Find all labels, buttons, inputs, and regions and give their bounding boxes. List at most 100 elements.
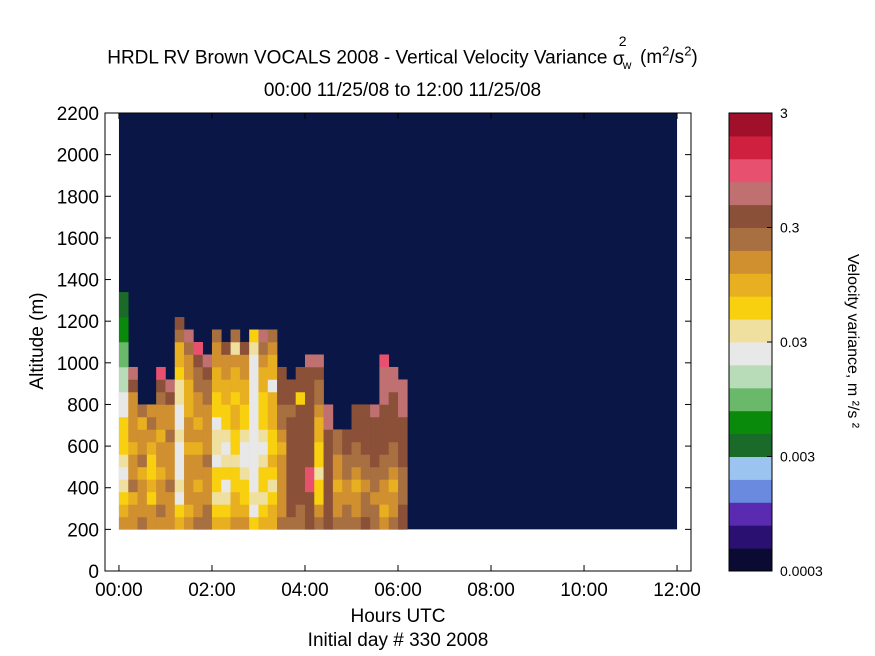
heatmap-cell xyxy=(370,479,380,493)
heatmap-cell xyxy=(314,416,324,430)
heatmap-cell xyxy=(128,491,138,505)
heatmap-cell xyxy=(267,416,278,430)
heatmap-cell xyxy=(202,429,213,443)
heatmap-cell xyxy=(360,479,371,493)
heatmap-cell xyxy=(388,516,399,530)
heatmap-cell xyxy=(174,317,185,330)
heatmap-cell xyxy=(184,391,194,405)
heatmap-cell xyxy=(398,379,408,393)
heatmap-cell xyxy=(118,329,129,343)
heatmap-cell xyxy=(137,404,148,418)
heatmap-cell xyxy=(146,454,157,468)
heatmap-cell xyxy=(239,479,250,493)
heatmap-cell xyxy=(323,504,334,518)
heatmap-cell xyxy=(118,354,129,368)
heatmap-cell xyxy=(184,366,194,380)
heatmap-cell xyxy=(379,516,389,530)
heatmap-cell xyxy=(258,342,269,355)
heatmap-cell xyxy=(128,429,138,443)
heatmap-cell xyxy=(295,516,306,530)
heatmap-cell xyxy=(351,516,362,530)
heatmap-cell xyxy=(323,466,334,480)
heatmap-cell xyxy=(351,429,362,443)
heatmap-cell xyxy=(193,516,203,530)
heatmap-cell xyxy=(211,354,222,368)
heatmap-cell xyxy=(370,491,380,505)
heatmap-cell xyxy=(211,379,222,393)
heatmap-cell xyxy=(398,479,408,493)
heatmap-cell xyxy=(314,441,324,455)
heatmap-cell xyxy=(221,466,231,480)
heatmap-cell xyxy=(165,516,176,530)
heatmap-cell xyxy=(370,516,380,530)
heatmap-cell xyxy=(277,441,287,455)
heatmap-cell xyxy=(174,366,185,380)
heatmap-cell xyxy=(202,366,213,380)
heatmap-cell xyxy=(221,391,231,405)
colorbar-swatch xyxy=(729,273,772,297)
heatmap-cell xyxy=(267,466,278,480)
heatmap-cell xyxy=(351,454,362,468)
heatmap-cell xyxy=(379,491,389,505)
heatmap-cell xyxy=(323,429,334,443)
heatmap-cell xyxy=(239,366,250,380)
heatmap-cell xyxy=(165,454,176,468)
heatmap-cell xyxy=(258,404,269,418)
heatmap-cell xyxy=(239,491,250,505)
heatmap-cell xyxy=(286,416,296,430)
colorbar-swatch xyxy=(729,364,772,389)
heatmap-cell xyxy=(137,516,148,530)
heatmap-cell xyxy=(388,391,399,405)
heatmap-cell xyxy=(267,354,278,368)
heatmap-cell xyxy=(249,516,259,530)
heatmap-cell xyxy=(314,479,324,493)
heatmap-cell xyxy=(156,416,166,430)
colorbar-swatch xyxy=(729,250,772,274)
heatmap-cell xyxy=(314,466,324,480)
heatmap-cell xyxy=(323,491,334,505)
y-axis-label: Altitude (m) xyxy=(27,292,48,390)
heatmap-cell xyxy=(379,404,389,418)
heatmap-cell xyxy=(221,354,231,368)
heatmap-cell xyxy=(128,516,138,530)
heatmap-cell xyxy=(388,366,399,380)
heatmap-cell xyxy=(193,454,203,468)
colorbar-swatch xyxy=(729,502,772,526)
heatmap-cell xyxy=(258,416,269,430)
heatmap-cell xyxy=(342,466,352,480)
heatmap-cell xyxy=(360,416,371,430)
x-tick-label: 00:00 xyxy=(95,580,143,601)
heatmap-cell xyxy=(239,404,250,418)
y-tick-label: 1800 xyxy=(57,187,99,208)
heatmap-cell xyxy=(360,466,371,480)
heatmap-cell xyxy=(156,466,166,480)
heatmap-cell xyxy=(314,504,324,518)
colorbar-swatch xyxy=(729,158,772,183)
colorbar-tick-label: 0.03 xyxy=(780,334,807,350)
heatmap-cell xyxy=(174,441,185,455)
heatmap-cell xyxy=(314,391,324,405)
heatmap-cell xyxy=(398,516,408,530)
heatmap-cell xyxy=(211,329,222,343)
heatmap-cell xyxy=(267,454,278,468)
heatmap-cell xyxy=(304,404,315,418)
heatmap-cell xyxy=(277,516,287,530)
heatmap-cell xyxy=(128,441,138,455)
heatmap-cell xyxy=(258,379,269,393)
heatmap-cell xyxy=(118,516,129,530)
heatmap-cell xyxy=(211,441,222,455)
heatmap-cell xyxy=(230,516,241,530)
heatmap-cell xyxy=(295,391,306,405)
heatmap-cell xyxy=(137,416,148,430)
x-axis-label: Hours UTC xyxy=(350,606,446,627)
heatmap-cell xyxy=(156,441,166,455)
heatmap-cell xyxy=(118,366,129,380)
heatmap-cell xyxy=(258,429,269,443)
heatmap-cell xyxy=(295,379,306,393)
heatmap-cell xyxy=(239,441,250,455)
heatmap-cell xyxy=(174,429,185,443)
heatmap-cell xyxy=(211,416,222,430)
heatmap-cell xyxy=(304,516,315,530)
heatmap-cell xyxy=(351,416,362,430)
heatmap-cell xyxy=(230,466,241,480)
